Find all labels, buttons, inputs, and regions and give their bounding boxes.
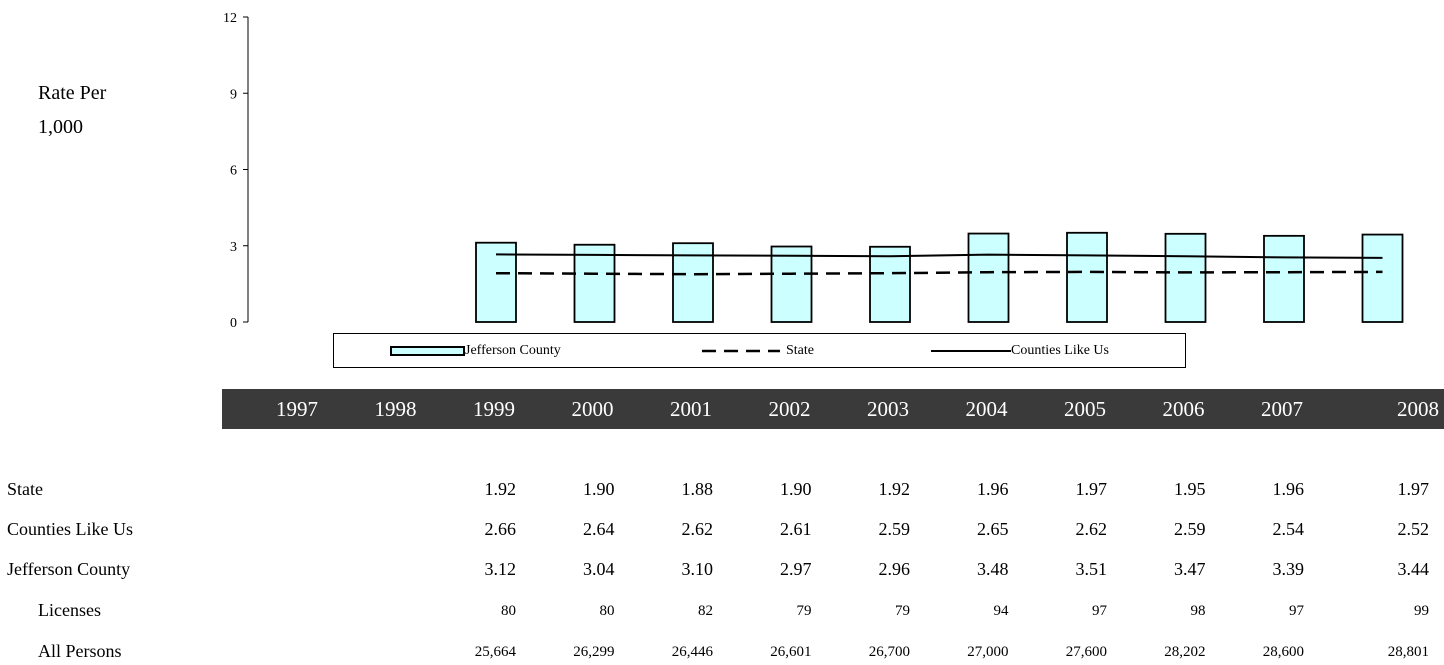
table-cell: 1.97	[1397, 479, 1430, 499]
table-cell: 97	[1289, 603, 1304, 619]
table-cell: 1.90	[780, 479, 812, 499]
table-row-label: Licenses	[38, 600, 101, 620]
table-cell: 97	[1092, 603, 1107, 619]
table-cell: 2.62	[1075, 519, 1108, 539]
table-cell: 99	[1414, 603, 1429, 619]
table-cell: 2.52	[1397, 519, 1430, 539]
bar-jefferson-county	[1164, 232, 1207, 323]
year-header-cell: 2004	[965, 397, 1008, 421]
year-header-cell: 1998	[374, 397, 417, 421]
legend-label-counties-like-us: Counties Like Us	[1011, 342, 1109, 358]
table-cell: 2.66	[484, 519, 517, 539]
y-axis-label-line-1: Rate Per	[38, 82, 107, 104]
bar-jefferson-county	[770, 245, 813, 323]
legend-swatch-bar	[390, 345, 465, 356]
year-header-cell: 2003	[867, 397, 909, 421]
bar-jefferson-county	[967, 232, 1010, 323]
table-cell: 28,801	[1387, 644, 1429, 660]
table-cell: 1.92	[484, 479, 517, 499]
y-tick-label: 6	[230, 164, 237, 179]
table-cell: 79	[895, 603, 910, 619]
table-cell: 3.04	[583, 559, 615, 579]
y-tick-label: 3	[230, 240, 237, 255]
year-header-cell: 2001	[670, 397, 712, 421]
y-axis-label: Rate Per 1,000	[38, 76, 106, 144]
table-cell: 2.59	[1174, 519, 1206, 539]
table-cell: 27,600	[1065, 644, 1107, 660]
table-cell: 80	[599, 603, 615, 619]
table-cell: 2.65	[977, 519, 1009, 539]
table-cell: 27,000	[967, 644, 1009, 660]
y-tick-label: 9	[230, 87, 237, 102]
table-cell: 1.95	[1174, 479, 1206, 499]
table-cell: 3.47	[1174, 559, 1206, 579]
table-cell: 98	[1190, 603, 1206, 619]
legend-label-jefferson-county: Jefferson County	[465, 342, 561, 358]
table-cell: 3.10	[681, 559, 714, 579]
table-cell: 26,601	[770, 644, 812, 660]
table-row-label: Counties Like Us	[7, 519, 133, 539]
table-cell: 3.44	[1397, 559, 1430, 579]
legend-label-state: State	[786, 342, 814, 358]
line-counties-like-us	[495, 253, 1383, 259]
bar-jefferson-county	[1066, 231, 1108, 323]
bar-jefferson-county	[869, 245, 911, 323]
year-header-cell: 2006	[1162, 397, 1205, 421]
legend-item-state: State	[702, 334, 814, 367]
table-cell: 2.62	[681, 519, 714, 539]
year-header-cell: 2005	[1064, 397, 1106, 421]
table-cell: 1.88	[681, 479, 714, 499]
bar-jefferson-county	[1263, 234, 1305, 323]
chart-plot: 0 3 6 9 12	[223, 11, 1404, 331]
bar-jefferson-county	[475, 241, 517, 323]
table-cell: 94	[993, 603, 1009, 619]
bar-jefferson-county	[573, 243, 616, 323]
year-header-cell: 2000	[571, 397, 614, 421]
table-cell: 3.51	[1075, 559, 1108, 579]
table-row-label: All Persons	[38, 641, 122, 661]
year-header-cell: 2008	[1397, 397, 1439, 421]
table-cell: 2.61	[780, 519, 812, 539]
table-cell: 3.12	[484, 559, 517, 579]
legend-item-counties-like-us: Counties Like Us	[931, 334, 1109, 367]
table-cell: 3.48	[977, 559, 1009, 579]
table-cell: 2.96	[878, 559, 911, 579]
table-cell: 2.97	[780, 559, 812, 579]
table-cell: 82	[698, 603, 713, 619]
table-cell: 3.39	[1272, 559, 1305, 579]
table-row-label: Jefferson County	[7, 559, 131, 579]
chart-legend: Jefferson County State Counties Like Us	[333, 333, 1186, 368]
table-cell: 26,446	[671, 644, 713, 660]
table-cell: 28,202	[1164, 644, 1206, 660]
table-cell: 2.59	[878, 519, 911, 539]
table-cell: 26,299	[573, 644, 615, 660]
table-cell: 1.90	[583, 479, 615, 499]
table-cell: 26,700	[868, 644, 910, 660]
table-cell: 2.54	[1272, 519, 1305, 539]
table-cell: 2.64	[583, 519, 615, 539]
table-cell: 25,664	[474, 644, 516, 660]
year-header-cell: 2002	[768, 397, 811, 421]
table-cell: 80	[501, 603, 516, 619]
line-state	[495, 270, 1383, 276]
table-cell: 1.92	[878, 479, 911, 499]
y-tick-label: 12	[223, 11, 237, 26]
y-tick-label: 0	[230, 316, 237, 331]
table-cell: 1.96	[977, 479, 1009, 499]
bar-jefferson-county	[1361, 233, 1404, 323]
table-cell: 28,600	[1262, 644, 1304, 660]
table-cell: 79	[796, 603, 812, 619]
legend-item-jefferson-county: Jefferson County	[390, 334, 561, 367]
year-header-band: 1997 1998 1999 2000 2001 2002 2003 2004 2005 2006…	[222, 389, 1444, 429]
table-row-label: State	[7, 479, 43, 499]
table-cell: 1.96	[1272, 479, 1305, 499]
legend-swatch-dashed-line	[702, 349, 780, 352]
legend-swatch-solid-line	[931, 349, 1011, 352]
table-cell: 1.97	[1075, 479, 1108, 499]
year-header-cell: 2007	[1261, 397, 1303, 421]
y-axis-label-line-2: 1,000	[38, 116, 83, 138]
year-header-cell: 1999	[473, 397, 515, 421]
year-header-cell: 1997	[276, 397, 318, 421]
